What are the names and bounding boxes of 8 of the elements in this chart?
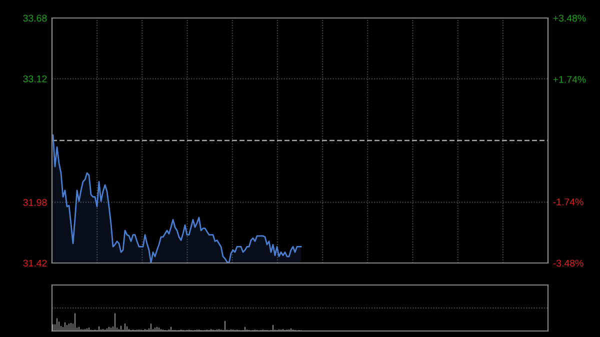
- y-tick-label: 31.98: [23, 199, 47, 206]
- y-tick-label: 33.12: [23, 75, 47, 82]
- y-tick-label: 33.68: [23, 14, 47, 22]
- y2-tick-label: +3.48%: [553, 14, 586, 22]
- y2-tick-label: +1.74%: [553, 76, 586, 83]
- y2-tick-label: -3.48%: [553, 260, 584, 267]
- y2-tick-label: -1.74%: [553, 198, 584, 206]
- y-tick-label: 31.42: [23, 260, 47, 267]
